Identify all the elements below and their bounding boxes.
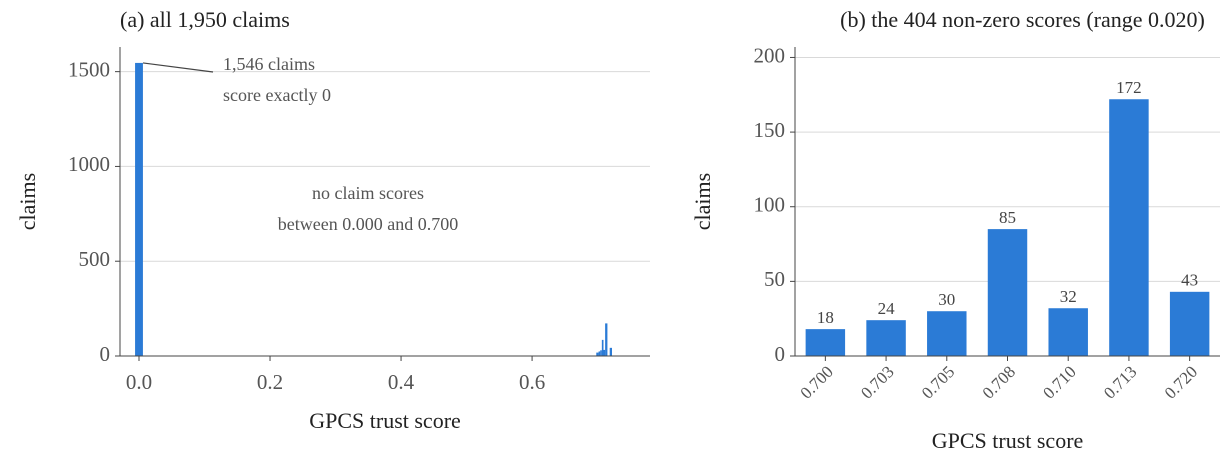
y-tick-label: 1000	[68, 152, 110, 176]
value-label: 43	[1181, 271, 1198, 290]
bar	[1048, 308, 1088, 356]
x-tick-label: 0.720	[1161, 362, 1201, 402]
x-tick-label: 0.700	[796, 362, 836, 402]
bar	[987, 229, 1028, 356]
value-label: 30	[938, 290, 955, 309]
bar	[927, 311, 967, 356]
histogram-bar	[596, 352, 599, 356]
y-tick-label: 200	[754, 43, 786, 67]
y-tick-label: 150	[754, 118, 786, 142]
y-axis-label: claims	[690, 173, 715, 230]
value-label: 85	[999, 208, 1016, 227]
value-label: 24	[878, 299, 896, 318]
y-tick-label: 0	[100, 342, 111, 366]
y-tick-label: 100	[754, 193, 786, 217]
histogram-bar	[598, 351, 601, 356]
bar	[805, 329, 846, 356]
x-tick-label: 0.2	[257, 370, 283, 394]
value-label: 172	[1116, 78, 1142, 97]
chart-title: (a) all 1,950 claims	[120, 7, 290, 32]
histogram-bar	[609, 347, 613, 356]
value-label: 32	[1060, 287, 1077, 306]
bar	[1109, 99, 1149, 357]
bar	[866, 320, 906, 356]
x-axis-label: GPCS trust score	[932, 428, 1084, 453]
x-tick-label: 0.705	[918, 362, 958, 402]
histogram-bar	[601, 339, 604, 356]
bar	[1169, 291, 1210, 356]
y-tick-label: 50	[764, 267, 785, 291]
x-tick-label: 0.4	[388, 370, 415, 394]
x-axis-label: GPCS trust score	[309, 408, 461, 433]
chart-title: (b) the 404 non-zero scores (range 0.020…	[840, 7, 1205, 32]
x-tick-label: 0.703	[857, 362, 897, 402]
y-tick-label: 1500	[68, 57, 110, 81]
annotation-arrow	[142, 62, 214, 73]
histogram-bar	[605, 323, 608, 356]
histogram-bar	[603, 349, 606, 356]
annotation: between 0.000 and 0.700	[278, 214, 458, 234]
x-tick-label: 0.710	[1039, 362, 1079, 402]
annotation: score exactly 0	[223, 85, 331, 105]
y-axis-label: claims	[15, 173, 40, 230]
x-tick-label: 0.0	[126, 370, 152, 394]
x-tick-label: 0.6	[519, 370, 545, 394]
y-tick-label: 0	[775, 342, 786, 366]
value-label: 18	[817, 308, 834, 327]
histogram-bar	[135, 62, 143, 357]
annotation: 1,546 claims	[223, 54, 315, 74]
histogram-bar	[600, 350, 602, 356]
y-tick-label: 500	[79, 247, 111, 271]
annotation: no claim scores	[312, 183, 424, 203]
x-tick-label: 0.713	[1100, 362, 1140, 402]
x-tick-label: 0.708	[979, 362, 1019, 402]
